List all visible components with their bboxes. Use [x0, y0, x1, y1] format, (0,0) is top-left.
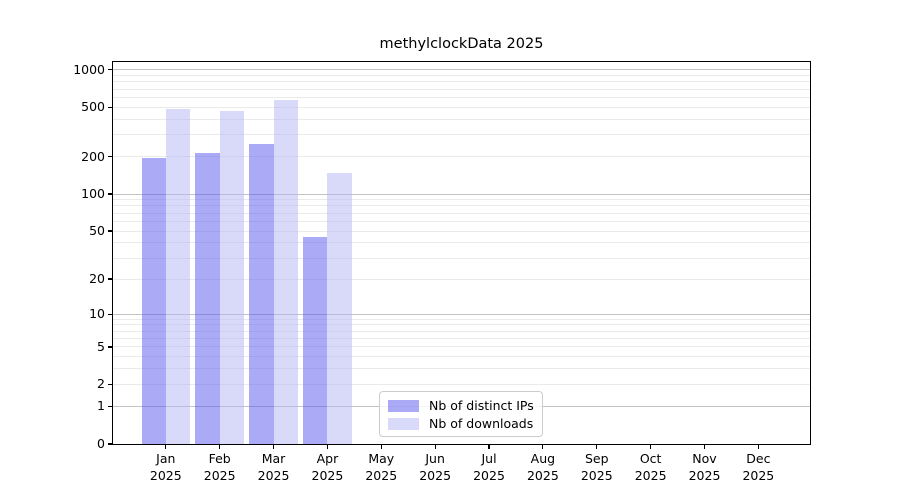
y-tick-0	[108, 443, 112, 445]
distinct-ips-swatch-icon	[388, 399, 419, 413]
gridline-major-10	[113, 313, 810, 315]
bar-nb-of-distinct-ips-feb	[195, 153, 220, 444]
y-tick-label-10: 10	[89, 306, 105, 322]
bar-nb-of-distinct-ips-mar	[249, 144, 274, 444]
bar-nb-of-downloads-apr	[327, 172, 352, 444]
x-tick-label-mar: Mar 2025	[257, 451, 290, 483]
legend-label-downloads: Nb of downloads	[429, 416, 534, 431]
gridline-minor-800	[113, 81, 810, 83]
downloads-swatch-icon	[388, 417, 419, 431]
x-tick-jan	[165, 445, 167, 449]
y-tick-2	[108, 383, 112, 386]
gridline-minor-80	[113, 205, 810, 207]
gridline-minor-4	[113, 356, 810, 358]
y-tick-500	[108, 106, 112, 108]
gridline-minor-700	[113, 88, 810, 90]
x-tick-sep	[596, 445, 598, 449]
gridline-minor-6	[113, 338, 810, 340]
gridline-minor-9	[113, 318, 810, 320]
gridline-minor-8	[113, 324, 810, 326]
x-tick-nov	[703, 445, 706, 449]
x-tick-label-feb: Feb 2025	[203, 451, 236, 483]
gridline-minor-500	[113, 106, 810, 108]
plot-area: 0 1 2 5 10 20 50 100 200 500 1000 Jan 2025 Feb 2025 M…	[73, 61, 811, 483]
y-tick-1000	[108, 69, 112, 71]
gridline-minor-90	[113, 199, 810, 201]
gridline-minor-3	[113, 368, 810, 370]
y-tick-label-2: 2	[97, 376, 105, 392]
x-tick-label-apr: Apr 2025	[311, 451, 344, 483]
bar-nb-of-downloads-feb	[219, 110, 244, 444]
x-tick-aug	[542, 445, 544, 449]
x-tick-label-dec: Dec 2025	[742, 451, 775, 483]
gridline-major-100	[113, 193, 810, 195]
y-tick-label-0: 0	[97, 436, 105, 451]
gridline-minor-30	[113, 257, 810, 259]
x-tick-dec	[757, 445, 759, 449]
x-tick-jun	[434, 445, 436, 449]
y-tick-label-200: 200	[81, 148, 105, 164]
legend-row-downloads: Nb of downloads	[380, 415, 542, 433]
y-tick-label-500: 500	[81, 99, 105, 115]
x-tick-label-oct: Oct 2025	[634, 451, 667, 483]
y-tick-1	[108, 405, 112, 408]
x-tick-jul	[488, 445, 490, 449]
bar-nb-of-distinct-ips-apr	[303, 236, 328, 444]
bar-nb-of-downloads-jan	[165, 108, 191, 444]
y-tick-5	[108, 346, 112, 348]
y-tick-10	[108, 313, 112, 315]
x-tick-oct	[650, 445, 652, 449]
x-tick-label-aug: Aug 2025	[526, 451, 559, 483]
x-tick-label-nov: Nov 2025	[688, 451, 721, 483]
legend-label-distinct-ips: Nb of distinct IPs	[429, 398, 534, 413]
bar-nb-of-downloads-mar	[273, 100, 298, 444]
x-tick-mar	[272, 445, 275, 449]
gridline-minor-400	[113, 118, 810, 120]
gridline-major-1000	[113, 69, 810, 71]
y-tick-label-1000: 1000	[73, 61, 105, 77]
bar-nb-of-distinct-ips-jan	[141, 157, 166, 444]
y-tick-100	[108, 193, 112, 195]
x-tick-label-may: May 2025	[365, 451, 398, 483]
gridline-minor-200	[113, 156, 810, 158]
y-tick-label-100: 100	[81, 186, 105, 202]
legend-row-distinct-ips: Nb of distinct IPs	[380, 397, 542, 415]
gridline-minor-5	[113, 346, 810, 348]
gridline-minor-900	[113, 74, 810, 76]
gridline-minor-300	[113, 134, 810, 136]
gridline-minor-7	[113, 330, 810, 332]
x-tick-may	[380, 445, 382, 449]
y-tick-label-5: 5	[97, 338, 105, 354]
y-tick-label-50: 50	[89, 223, 105, 239]
gridline-minor-2	[113, 383, 810, 385]
gridline-minor-40	[113, 242, 810, 244]
gridline-minor-50	[113, 230, 810, 232]
x-tick-apr	[326, 445, 328, 449]
gridline-minor-20	[113, 278, 810, 280]
chart-title: methylclockData 2025	[379, 36, 544, 52]
x-tick-label-jan: Jan 2025	[149, 451, 182, 483]
gridline-minor-60	[113, 220, 810, 222]
gridline-minor-600	[113, 96, 810, 98]
y-tick-label-1: 1	[97, 398, 105, 414]
x-tick-label-sep: Sep 2025	[580, 451, 613, 483]
x-tick-feb	[219, 445, 221, 449]
y-tick-20	[108, 278, 112, 280]
legend: Nb of distinct IPs Nb of downloads	[379, 391, 543, 437]
gridline-minor-70	[113, 212, 810, 214]
x-tick-label-jul: Jul 2025	[473, 451, 505, 483]
x-tick-label-jun: Jun 2025	[419, 451, 452, 483]
y-tick-label-20: 20	[89, 271, 105, 287]
y-tick-200	[108, 156, 112, 158]
y-tick-50	[108, 230, 112, 232]
